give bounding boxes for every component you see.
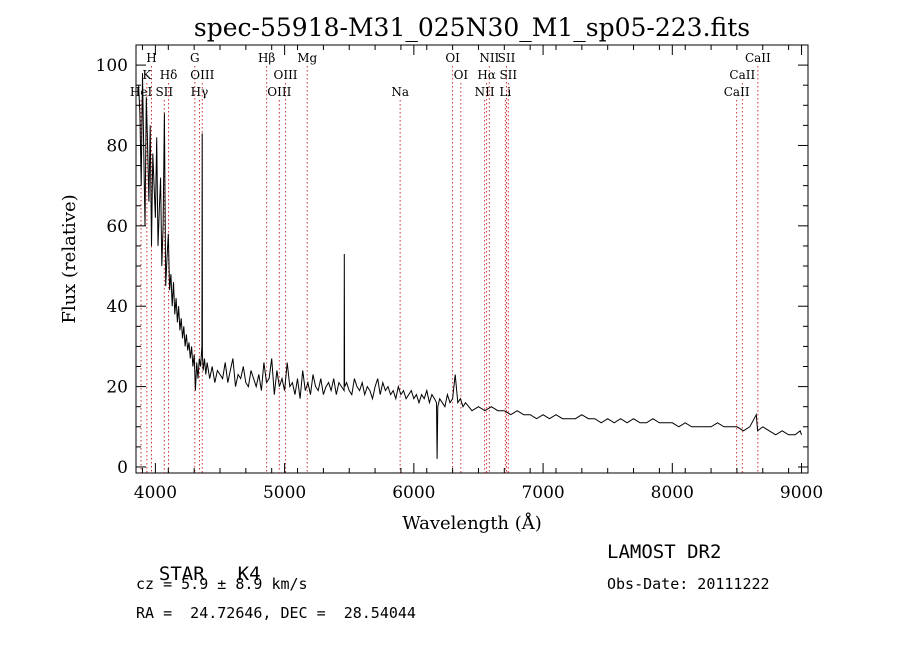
cz-readout: cz = 5.9 ± 8.9 km/s bbox=[136, 575, 308, 593]
spectrum-line bbox=[138, 73, 802, 459]
marker-label: OIII bbox=[273, 68, 297, 82]
x-tick-label: 7000 bbox=[521, 483, 564, 503]
line-markers: HKHeIHδSIIGOIIIHγHβOIIIOIIIMgNaOIOINIISI… bbox=[130, 51, 771, 473]
y-tick-label: 0 bbox=[117, 458, 128, 478]
marker-label: Hα bbox=[477, 68, 496, 82]
class-label: STAR bbox=[158, 563, 205, 585]
marker-label: Mg bbox=[297, 51, 317, 65]
marker-label: NII bbox=[479, 51, 499, 65]
marker-label: HeI bbox=[130, 85, 153, 99]
y-tick-label: 100 bbox=[96, 56, 128, 76]
y-tick-label: 60 bbox=[106, 217, 128, 237]
marker-label: OIII bbox=[190, 68, 214, 82]
marker-label: Hδ bbox=[160, 68, 178, 82]
marker-label: Li bbox=[499, 85, 511, 99]
survey-label: LAMOST DR2 bbox=[607, 541, 722, 563]
y-tick-label: 20 bbox=[106, 378, 128, 398]
marker-label: Hγ bbox=[191, 85, 209, 99]
x-tick-label: 6000 bbox=[392, 483, 435, 503]
marker-label: NII bbox=[475, 85, 495, 99]
marker-label: CaII bbox=[745, 51, 771, 65]
x-tick-label: 9000 bbox=[780, 483, 823, 503]
marker-label: SII bbox=[499, 68, 517, 82]
x-tick-label: 5000 bbox=[263, 483, 306, 503]
marker-label: OI bbox=[454, 68, 469, 82]
object-class: STAR K4 bbox=[136, 541, 261, 585]
marker-label: Hβ bbox=[258, 51, 275, 65]
subclass-label: K4 bbox=[237, 563, 261, 585]
plot-frame bbox=[135, 44, 809, 474]
marker-label: G bbox=[190, 51, 200, 65]
x-tick-label: 4000 bbox=[134, 483, 177, 503]
marker-label: K bbox=[142, 68, 152, 82]
marker-label: CaII bbox=[729, 68, 755, 82]
chart-title: spec-55918-M31_025N30_M1_sp05-223.fits bbox=[194, 13, 750, 42]
y-axis-label: Flux (relative) bbox=[59, 194, 80, 323]
y-tick-label: 40 bbox=[106, 297, 128, 317]
marker-label: H bbox=[146, 51, 156, 65]
marker-label: OIII bbox=[267, 85, 291, 99]
marker-label: OI bbox=[445, 51, 460, 65]
axis-ticks: 4000 5000 6000 7000 8000 9000 0 20 40 60 80 100 bbox=[96, 45, 823, 503]
coords-readout: RA = 24.72646, DEC = 28.54044 bbox=[136, 604, 416, 622]
obs-date: Obs-Date: 20111222 bbox=[607, 575, 770, 593]
y-tick-label: 80 bbox=[106, 136, 128, 156]
marker-label: CaII bbox=[724, 85, 750, 99]
marker-label: Na bbox=[391, 85, 409, 99]
marker-label: SII bbox=[155, 85, 173, 99]
x-axis-label: Wavelength (Å) bbox=[402, 512, 542, 534]
marker-label: SII bbox=[498, 51, 516, 65]
x-tick-label: 8000 bbox=[651, 483, 694, 503]
